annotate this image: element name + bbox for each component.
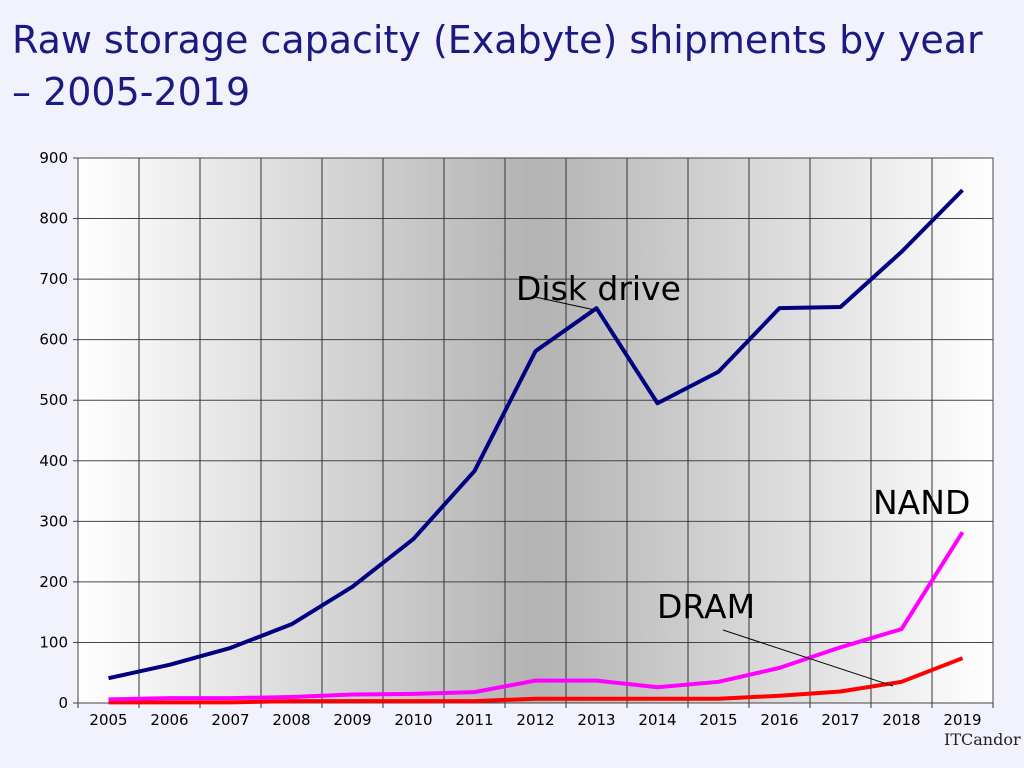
x-tick-label: 2006 bbox=[150, 711, 188, 729]
x-tick-label: 2009 bbox=[333, 711, 371, 729]
y-tick-label: 900 bbox=[39, 149, 68, 167]
y-tick-label: 300 bbox=[39, 512, 68, 530]
x-tick-label: 2007 bbox=[211, 711, 249, 729]
y-tick-label: 100 bbox=[39, 633, 68, 651]
y-tick-label: 200 bbox=[39, 573, 68, 591]
x-tick-label: 2012 bbox=[516, 711, 554, 729]
x-tick-label: 2015 bbox=[699, 711, 737, 729]
y-tick-label: 600 bbox=[39, 331, 68, 349]
y-tick-label: 400 bbox=[39, 452, 68, 470]
disk-drive-pointer bbox=[534, 296, 596, 311]
x-tick-label: 2014 bbox=[638, 711, 676, 729]
x-tick-label: 2019 bbox=[943, 711, 981, 729]
series-label: NAND bbox=[873, 483, 970, 522]
plot-area bbox=[78, 158, 993, 703]
x-tick-label: 2008 bbox=[272, 711, 310, 729]
x-tick-label: 2010 bbox=[394, 711, 432, 729]
series-label: Disk drive bbox=[516, 269, 681, 308]
x-tick-label: 2018 bbox=[882, 711, 920, 729]
x-tick-label: 2011 bbox=[455, 711, 493, 729]
series-label: DRAM bbox=[657, 587, 755, 626]
y-tick-label: 800 bbox=[39, 210, 68, 228]
x-tick-label: 2013 bbox=[577, 711, 615, 729]
x-tick-label: 2017 bbox=[821, 711, 859, 729]
y-tick-label: 0 bbox=[58, 694, 68, 712]
y-tick-label: 700 bbox=[39, 270, 68, 288]
dram-pointer bbox=[722, 629, 894, 687]
page-title: Raw storage capacity (Exabyte) shipments… bbox=[12, 18, 983, 114]
plot-border bbox=[77, 157, 994, 704]
x-tick-label: 2005 bbox=[89, 711, 127, 729]
y-tick-label: 500 bbox=[39, 391, 68, 409]
itcandor-logo: ITCandor bbox=[944, 730, 1021, 749]
x-tick-label: 2016 bbox=[760, 711, 798, 729]
